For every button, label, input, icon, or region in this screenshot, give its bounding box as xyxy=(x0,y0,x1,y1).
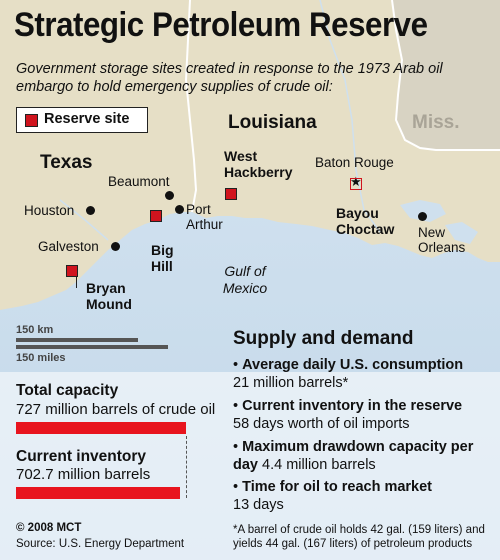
reserve-site-marker-bryan-mound xyxy=(66,265,78,277)
city-label-beaumont: Beaumont xyxy=(108,174,170,189)
city-marker-beaumont xyxy=(165,191,174,200)
city-marker-galveston xyxy=(111,242,120,251)
reserve-site-marker-west-hackberry xyxy=(225,188,237,200)
texas-louisiana-border xyxy=(184,0,198,213)
capital-star-icon: ★ xyxy=(350,174,362,189)
supply-item: • Average daily U.S. consumption 21 milli… xyxy=(233,357,464,391)
footnote: *A barrel of crude oil holds 42 gal. (15… xyxy=(233,524,485,550)
scale-bar-miles xyxy=(16,345,168,349)
source-credit: Source: U.S. Energy Department xyxy=(16,538,185,550)
supply-item: • Maximum drawdown capacity per day 4.4 … xyxy=(233,439,474,473)
city-label-new-orleans: New Orleans xyxy=(418,225,466,255)
site-label-west-hackberry: West Hackberry xyxy=(224,148,293,180)
state-label-mississippi: Miss. xyxy=(412,112,460,133)
city-marker-houston xyxy=(86,206,95,215)
current-inventory-label: Current inventory xyxy=(16,448,147,465)
city-marker-port-arthur xyxy=(175,205,184,214)
supply-item: • Time for oil to reach market 13 days xyxy=(233,479,433,513)
supply-demand-title: Supply and demand xyxy=(233,328,414,349)
current-inventory-bar xyxy=(16,487,180,499)
supply-item: • Current inventory in the reserve 58 day… xyxy=(233,398,463,432)
total-capacity-label: Total capacity xyxy=(16,382,119,399)
capacity-guide-line xyxy=(186,436,187,498)
louisiana-mississippi-border xyxy=(391,0,500,151)
scale-bar-km xyxy=(16,338,138,342)
city-label-port-arthur: Port Arthur xyxy=(186,202,223,232)
site-label-big-hill: Big Hill xyxy=(151,242,174,274)
page-subtitle: Government storage sites created in resp… xyxy=(16,61,443,95)
page-title: Strategic Petroleum Reserve xyxy=(14,6,428,44)
total-capacity-value: 727 million barrels of crude oil xyxy=(16,401,216,418)
copyright: © 2008 MCT xyxy=(16,522,82,534)
city-label-baton-rouge: Baton Rouge xyxy=(315,155,394,170)
site-label-bayou-choctaw: Bayou Choctaw xyxy=(336,205,395,237)
scale-label-km: 150 km xyxy=(16,324,54,336)
reserve-site-marker-big-hill xyxy=(150,210,162,222)
legend-label: Reserve site xyxy=(44,111,130,127)
city-label-houston: Houston xyxy=(24,203,75,218)
gulf-label: Gulf of Mexico xyxy=(222,263,268,296)
site-label-bryan-mound: Bryan Mound xyxy=(86,280,132,312)
current-inventory-value: 702.7 million barrels xyxy=(16,466,151,483)
reserve-site-marker-bayou-choctaw xyxy=(350,178,362,190)
mississippi-region xyxy=(392,0,500,150)
total-capacity-bar xyxy=(16,422,186,434)
scale-label-miles: 150 miles xyxy=(16,352,66,364)
legend: Reserve site xyxy=(16,107,148,133)
reserve-site-legend-marker xyxy=(25,114,38,127)
state-label-louisiana: Louisiana xyxy=(228,112,317,133)
state-label-texas: Texas xyxy=(40,152,93,173)
city-marker-new-orleans xyxy=(418,212,427,221)
city-label-galveston: Galveston xyxy=(38,239,99,254)
land-mass xyxy=(0,0,500,310)
